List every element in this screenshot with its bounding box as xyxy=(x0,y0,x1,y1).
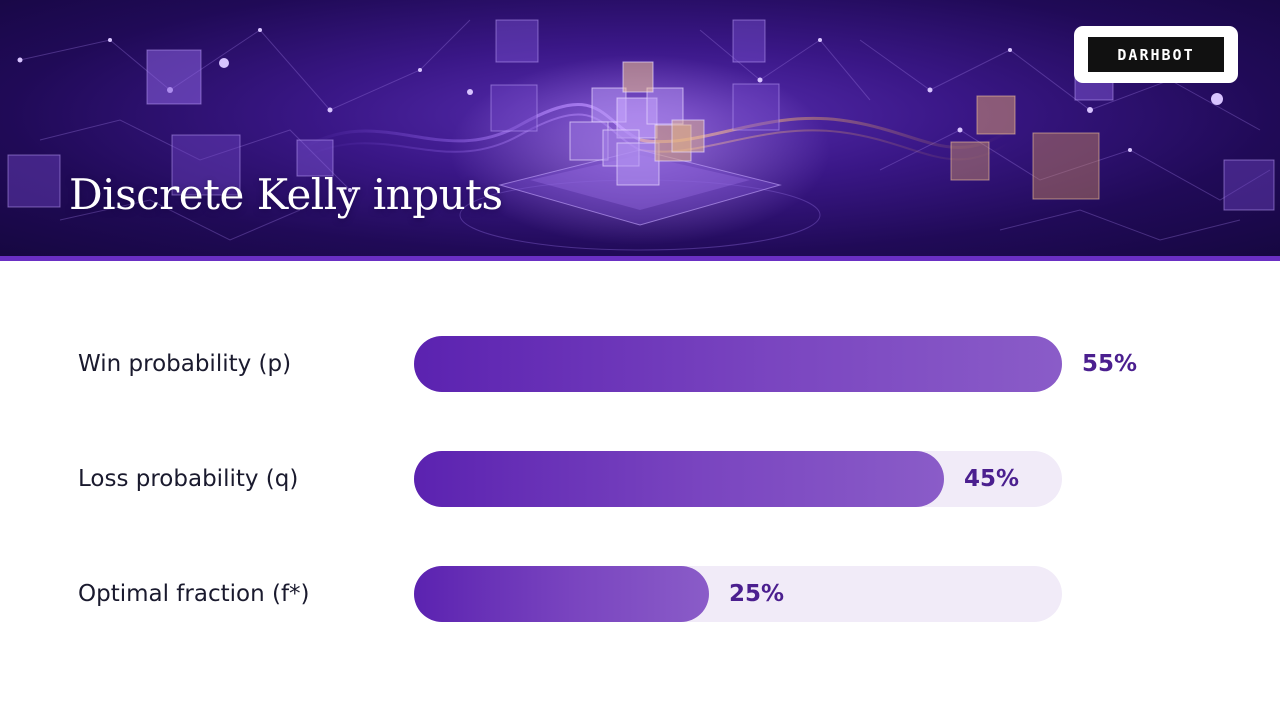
bar-track xyxy=(414,336,1062,392)
logo: DARHBOT xyxy=(1074,26,1238,83)
bar xyxy=(414,336,1062,392)
logo-wordmark: DARHBOT xyxy=(1088,37,1224,72)
bar xyxy=(414,566,709,622)
bar-row: Optimal fraction (f*) 25% xyxy=(0,566,1280,622)
banner-divider xyxy=(0,256,1280,261)
bar-label: Win probability (p) xyxy=(78,351,292,377)
bar-track xyxy=(414,566,1062,622)
bar-row: Loss probability (q) 45% xyxy=(0,451,1280,507)
network-illustration xyxy=(7,19,1275,251)
bar xyxy=(414,451,944,507)
bar-row: Win probability (p) 55% xyxy=(0,336,1280,392)
bar-value-label: 45% xyxy=(964,466,1020,492)
bar-label: Loss probability (q) xyxy=(78,466,299,492)
bar-track xyxy=(414,451,1062,507)
header-banner: Discrete Kelly inputs DARHBOT xyxy=(0,0,1280,256)
page-title: Discrete Kelly inputs xyxy=(69,170,503,219)
bar-value-label: 25% xyxy=(729,581,785,607)
bar-value-label: 55% xyxy=(1082,351,1138,377)
bar-label: Optimal fraction (f*) xyxy=(78,581,310,607)
